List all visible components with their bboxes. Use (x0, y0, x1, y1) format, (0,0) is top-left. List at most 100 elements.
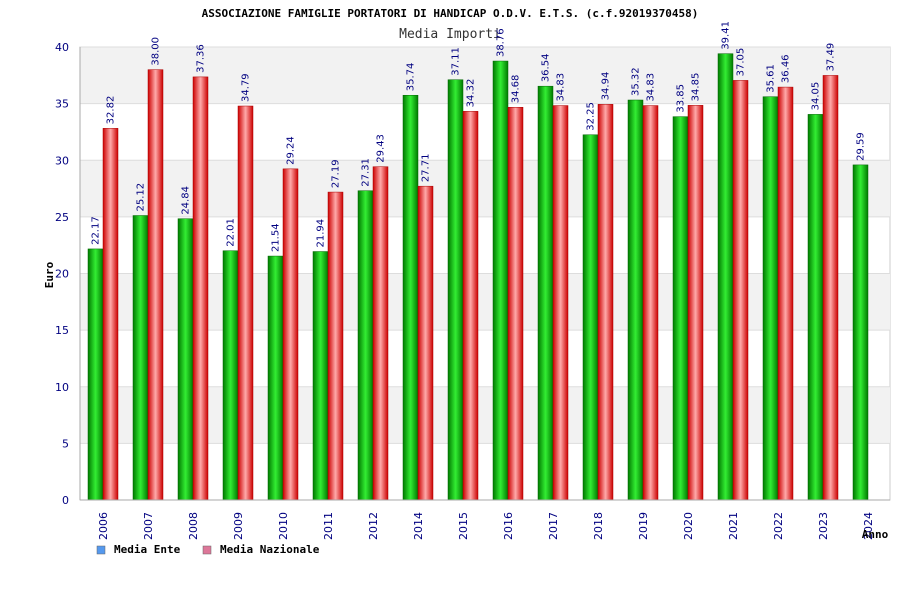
data-label: 32.82 (106, 96, 117, 125)
x-tick-label: 2019 (637, 512, 650, 540)
bar-media-nazionale (732, 80, 749, 501)
data-label: 27.19 (331, 159, 342, 188)
data-label: 37.36 (196, 44, 207, 73)
data-label: 38.76 (496, 28, 507, 57)
chart-subtitle: Media Importi (399, 27, 501, 42)
data-label: 37.05 (736, 48, 747, 77)
bar-media-nazionale (597, 104, 614, 501)
y-tick-label: 25 (55, 211, 69, 224)
bar-media-nazionale (327, 191, 344, 501)
data-label: 36.46 (781, 54, 792, 83)
x-tick-label: 2015 (457, 512, 470, 540)
legend-item-nazionale: Media Nazionale (202, 543, 320, 556)
bar-media-ente (672, 116, 689, 501)
x-tick-label: 2016 (502, 512, 515, 540)
grid-band (80, 47, 890, 104)
bar-media-ente (267, 255, 284, 501)
x-axis-label: Anno (862, 528, 889, 541)
bar-media-ente (177, 218, 194, 501)
bar-media-nazionale (552, 105, 569, 501)
data-label: 35.74 (406, 63, 417, 92)
legend: Media Ente Media Nazionale (96, 543, 320, 556)
data-label: 24.84 (181, 186, 192, 215)
data-label: 21.94 (316, 219, 327, 248)
y-axis-label: Euro (43, 261, 56, 288)
data-label: 32.25 (586, 102, 597, 131)
bar-media-ente (537, 85, 554, 501)
x-tick-label: 2006 (97, 512, 110, 540)
y-tick-label: 10 (55, 381, 69, 394)
data-label: 35.61 (766, 64, 777, 93)
legend-item-ente: Media Ente (96, 543, 181, 556)
bar-media-ente (492, 60, 509, 501)
grid-band (80, 386, 890, 444)
data-label: 21.54 (271, 223, 282, 252)
data-label: 22.17 (91, 216, 102, 245)
chart-title: ASSOCIAZIONE FAMIGLIE PORTATORI DI HANDI… (202, 7, 699, 20)
bar-media-ente (717, 53, 734, 501)
data-label: 29.59 (856, 132, 867, 161)
data-label: 38.00 (151, 37, 162, 66)
bar-media-ente (447, 79, 464, 501)
x-tick-label: 2009 (232, 512, 245, 540)
x-tick-label: 2021 (727, 512, 740, 540)
data-label: 34.83 (556, 73, 567, 102)
x-tick-label: 2010 (277, 512, 290, 540)
bar-media-nazionale (102, 128, 119, 501)
bar-media-ente (357, 190, 374, 501)
legend-label-ente: Media Ente (114, 543, 181, 556)
data-label: 33.85 (676, 84, 687, 113)
bar-media-ente (762, 96, 779, 501)
x-tick-label: 2011 (322, 512, 335, 540)
bar-media-ente (222, 250, 239, 501)
data-label: 34.94 (601, 72, 612, 101)
bar-media-nazionale (372, 166, 389, 501)
x-tick-label: 2007 (142, 512, 155, 540)
bar-media-ente (312, 251, 329, 501)
x-tick-label: 2014 (412, 512, 425, 540)
data-label: 34.79 (241, 73, 252, 102)
bar-media-nazionale (642, 105, 659, 501)
legend-swatch-ente (96, 545, 106, 555)
x-tick-label: 2008 (187, 512, 200, 540)
bar-media-nazionale (822, 75, 839, 501)
x-tick-label: 2012 (367, 512, 380, 540)
y-tick-label: 40 (55, 41, 69, 54)
bar-media-nazionale (687, 105, 704, 501)
bars (87, 53, 869, 501)
data-label: 25.12 (136, 183, 147, 212)
bar-media-ente (87, 248, 104, 501)
bar-media-ente (402, 94, 419, 501)
bar-media-nazionale (417, 185, 434, 501)
x-tick-label: 2018 (592, 512, 605, 540)
data-label: 37.49 (826, 43, 837, 72)
grid-band (80, 273, 890, 331)
bar-media-ente (132, 215, 149, 501)
axes: 0 5 10 15 20 25 30 35 40 2006 2007 2008 2009 2010 2011… (55, 41, 890, 540)
bar-media-ente (627, 99, 644, 501)
data-label: 34.05 (811, 82, 822, 111)
y-tick-label: 5 (62, 437, 69, 450)
x-tick-label: 2017 (547, 512, 560, 540)
grid-band (80, 160, 890, 217)
data-label: 35.32 (631, 67, 642, 96)
data-label: 39.41 (721, 21, 732, 50)
data-label: 36.54 (541, 54, 552, 83)
bar-media-nazionale (777, 86, 794, 501)
x-tick-label: 2022 (772, 512, 785, 540)
bar-media-ente (807, 114, 824, 501)
bar-media-nazionale (237, 105, 254, 501)
legend-swatch-nazionale (202, 545, 212, 555)
bar-media-nazionale (192, 76, 209, 501)
y-tick-label: 15 (55, 324, 69, 337)
x-tick-label: 2023 (817, 512, 830, 540)
y-tick-label: 30 (55, 154, 69, 167)
data-label: 29.43 (376, 134, 387, 163)
data-label: 22.01 (226, 218, 237, 247)
data-label: 27.71 (421, 154, 432, 183)
bar-media-nazionale (282, 168, 299, 501)
data-label: 34.85 (691, 73, 702, 102)
y-tick-label: 0 (62, 494, 69, 507)
data-label: 34.32 (466, 79, 477, 108)
